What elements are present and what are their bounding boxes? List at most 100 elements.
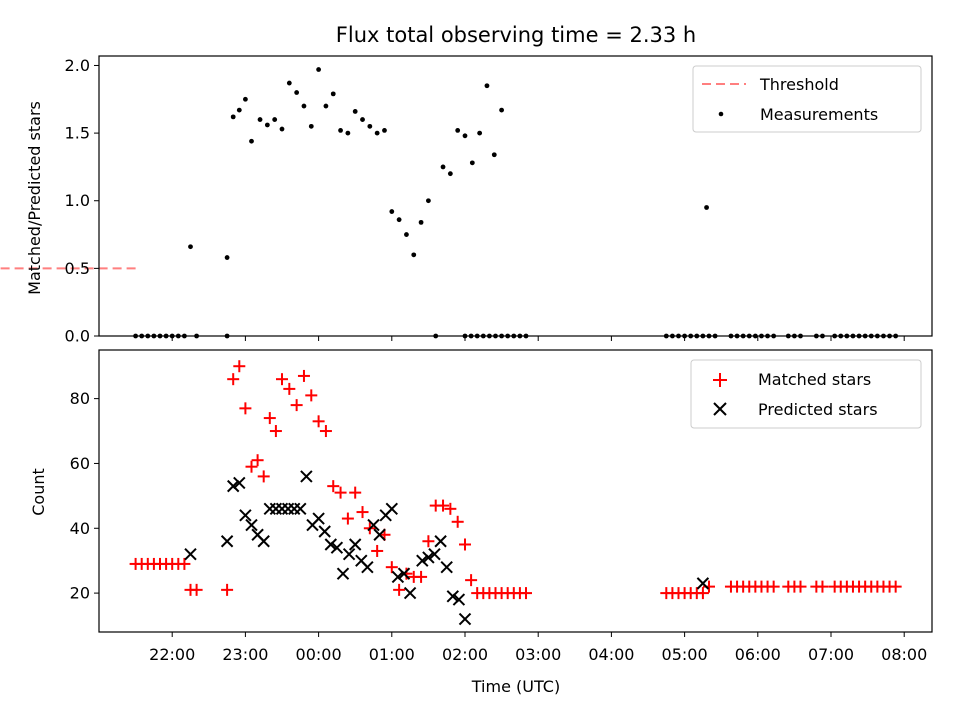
legend-predicted-swatch: [713, 402, 727, 416]
x-tick-label: 02:00: [442, 645, 488, 664]
matched-star-point: [794, 580, 807, 593]
measurement-point: [316, 67, 321, 72]
legend-measurements-label: Measurements: [760, 105, 878, 124]
matched-star-point: [283, 382, 296, 395]
matched-star-point: [767, 580, 780, 593]
predicted-star-point: [385, 502, 399, 516]
x-tick-label: 00:00: [296, 645, 342, 664]
top-axes-frame: [98, 55, 933, 337]
measurement-point: [330, 91, 336, 97]
measurement-point: [484, 83, 490, 89]
predicted-star-point: [269, 502, 283, 516]
star-count-chart: 20 40 60 80 22:00 23:00 00:00 01:00 02:00 03:00 0…: [29, 349, 933, 696]
y-axis-label-count: Count: [29, 468, 48, 516]
predicted-star-point: [458, 612, 472, 626]
x-tick-label: 23:00: [222, 645, 268, 664]
measurement-point: [704, 205, 709, 210]
matched-star-point: [269, 425, 282, 438]
chart-title: Flux total observing time = 2.33 h: [336, 23, 696, 47]
matched-star-point: [437, 499, 450, 512]
measurement-point: [447, 171, 453, 177]
predicted-star-point: [275, 502, 289, 516]
matched-star-point: [312, 415, 325, 428]
predicted-star-point: [300, 470, 313, 483]
legend-bottom: Matched stars Predicted stars: [690, 359, 922, 429]
x-tick-label: 05:00: [662, 645, 708, 664]
matched-star-point: [251, 454, 264, 467]
predicted-star-point: [342, 547, 356, 561]
measurement-point: [243, 96, 248, 102]
predicted-star-point: [452, 593, 466, 606]
y-tick-label: 1.5: [65, 124, 90, 143]
matched-star-point: [520, 587, 532, 600]
legend-top: Threshold Measurements: [692, 65, 922, 133]
measurement-point: [279, 126, 285, 132]
x-tick-label: 04:00: [588, 645, 634, 664]
predicted-star-point: [239, 509, 252, 522]
predicted-star-point: [281, 502, 295, 516]
measurement-point: [338, 127, 343, 133]
predicted-star-point: [367, 518, 380, 532]
predicted-star-point: [397, 567, 411, 580]
x-tick-label: 01:00: [369, 645, 415, 664]
measurement-point: [382, 127, 387, 133]
predicted-star-point: [257, 535, 270, 548]
measurement-point: [236, 107, 242, 113]
measurement-point: [404, 232, 409, 237]
measurement-point: [491, 152, 497, 158]
measurement-point: [301, 103, 307, 109]
measurement-point: [389, 209, 395, 214]
matched-star-point: [263, 412, 276, 425]
measurement-point: [286, 80, 292, 86]
predicted-star-point: [373, 528, 386, 541]
matched-star-point: [451, 515, 464, 528]
matched-star-point: [334, 486, 347, 499]
matched-star-point: [422, 535, 435, 548]
predicted-star-point: [361, 560, 374, 574]
predicted-star-point: [440, 560, 453, 574]
y-axis-label-ratio: Matched/Predicted stars: [25, 101, 44, 295]
x-tick-label: 07:00: [808, 645, 854, 664]
predicted-star-point: [312, 512, 325, 525]
matched-star-point: [889, 580, 902, 593]
x-tick-label: 08:00: [881, 645, 927, 664]
matched-star-point: [349, 486, 362, 499]
matched-star-point: [276, 373, 288, 386]
predicted-star-point: [226, 479, 240, 493]
measurement-point: [249, 138, 254, 144]
predicted-star-point: [336, 567, 350, 580]
matched-star-point: [178, 557, 191, 570]
legend-matched-swatch: [713, 373, 727, 387]
y-tick-label: 1.0: [65, 191, 90, 210]
matched-star-point: [459, 538, 471, 551]
measurement-point: [477, 130, 483, 136]
measurement-point: [230, 114, 236, 120]
matched-star-point: [190, 583, 203, 596]
matched-star-point: [341, 512, 354, 525]
measurement-point: [294, 90, 300, 95]
measurement-point: [411, 252, 417, 258]
matched-star-point: [327, 480, 340, 493]
legend-threshold-label: Threshold: [759, 75, 839, 94]
matched-star-point: [305, 389, 318, 402]
measurement-point: [345, 130, 351, 136]
y-tick-label: 0.0: [65, 327, 90, 346]
matched-star-point: [245, 460, 258, 473]
predicted-star-point: [403, 586, 417, 600]
predicted-star-point: [233, 476, 246, 490]
measurement-point: [352, 109, 358, 114]
bottom-axes-frame: [98, 349, 933, 633]
predicted-star-point: [348, 538, 362, 551]
measurement-point: [224, 255, 230, 260]
predicted-star-point: [245, 518, 258, 532]
predicted-star-point: [434, 535, 447, 548]
y-tick-label: 60: [70, 454, 90, 473]
matched-star-point: [290, 399, 303, 412]
x-axis-label: Time (UTC): [471, 677, 560, 696]
matched-star-point: [221, 583, 234, 596]
measurement-point: [264, 122, 270, 128]
matched-star-point: [816, 580, 829, 593]
measurement-point: [426, 198, 431, 204]
matched-star-point: [233, 360, 246, 373]
